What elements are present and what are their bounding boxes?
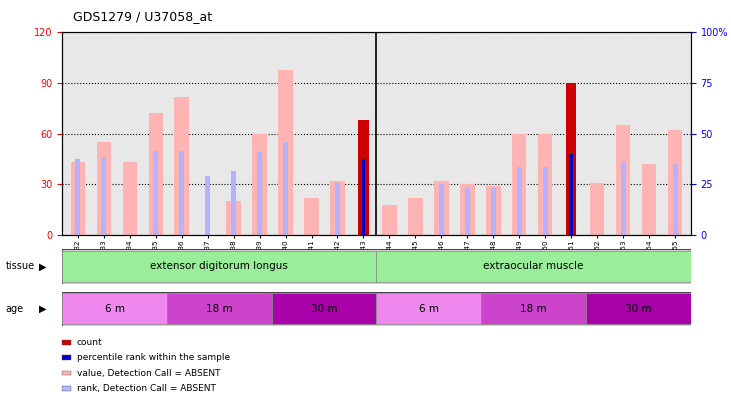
Text: percentile rank within the sample: percentile rank within the sample (77, 353, 230, 362)
Bar (71, 162, 85, 235)
Text: 18 m: 18 m (520, 304, 547, 314)
Bar (227, 201, 240, 235)
Bar (434, 181, 449, 235)
Text: tissue: tissue (6, 261, 35, 271)
Bar (465, 188, 470, 235)
Text: rank, Detection Call = ABSENT: rank, Detection Call = ABSENT (77, 384, 216, 393)
Bar (257, 152, 262, 235)
Bar (673, 164, 678, 235)
Text: ▶: ▶ (39, 304, 46, 314)
Bar (376, 293, 481, 324)
Bar (538, 134, 553, 235)
Bar (616, 125, 630, 235)
Bar (461, 184, 474, 235)
Bar (586, 293, 691, 324)
Bar (621, 161, 626, 235)
Text: 30 m: 30 m (311, 304, 337, 314)
Bar (123, 162, 137, 235)
Bar (62, 292, 691, 326)
Bar (512, 134, 526, 235)
Bar (566, 83, 577, 235)
Bar (252, 134, 267, 235)
Text: value, Detection Call = ABSENT: value, Detection Call = ABSENT (77, 369, 220, 377)
Bar (409, 198, 423, 235)
Bar (491, 188, 496, 235)
Bar (283, 142, 288, 235)
Bar (102, 157, 106, 235)
Text: 18 m: 18 m (206, 304, 232, 314)
Bar (517, 167, 522, 235)
Text: ▶: ▶ (39, 261, 46, 271)
Bar (543, 167, 548, 235)
Bar (272, 293, 376, 324)
Bar (62, 251, 376, 282)
Text: GDS1279 / U37058_at: GDS1279 / U37058_at (73, 10, 212, 23)
Bar (569, 154, 573, 235)
Bar (148, 113, 163, 235)
Bar (439, 184, 444, 235)
Text: extraocular muscle: extraocular muscle (483, 261, 584, 271)
Bar (642, 164, 656, 235)
Bar (376, 251, 691, 282)
Bar (62, 249, 691, 284)
Bar (481, 293, 586, 324)
Bar (330, 181, 344, 235)
Bar (62, 293, 167, 324)
Bar (279, 70, 292, 235)
Bar (590, 183, 605, 235)
Bar (335, 183, 340, 235)
Bar (179, 151, 184, 235)
Text: age: age (6, 304, 24, 314)
Bar (358, 120, 368, 235)
Text: count: count (77, 338, 102, 347)
Bar (304, 198, 319, 235)
Bar (175, 96, 189, 235)
Bar (486, 186, 501, 235)
Bar (96, 142, 111, 235)
Bar (668, 130, 682, 235)
Text: extensor digitorum longus: extensor digitorum longus (151, 261, 288, 271)
Bar (167, 293, 272, 324)
Bar (362, 159, 366, 235)
Bar (231, 171, 236, 235)
Bar (205, 176, 210, 235)
Bar (154, 151, 158, 235)
Bar (382, 205, 397, 235)
Text: 6 m: 6 m (105, 304, 124, 314)
Text: 6 m: 6 m (419, 304, 439, 314)
Bar (75, 159, 80, 235)
Text: 30 m: 30 m (625, 304, 651, 314)
